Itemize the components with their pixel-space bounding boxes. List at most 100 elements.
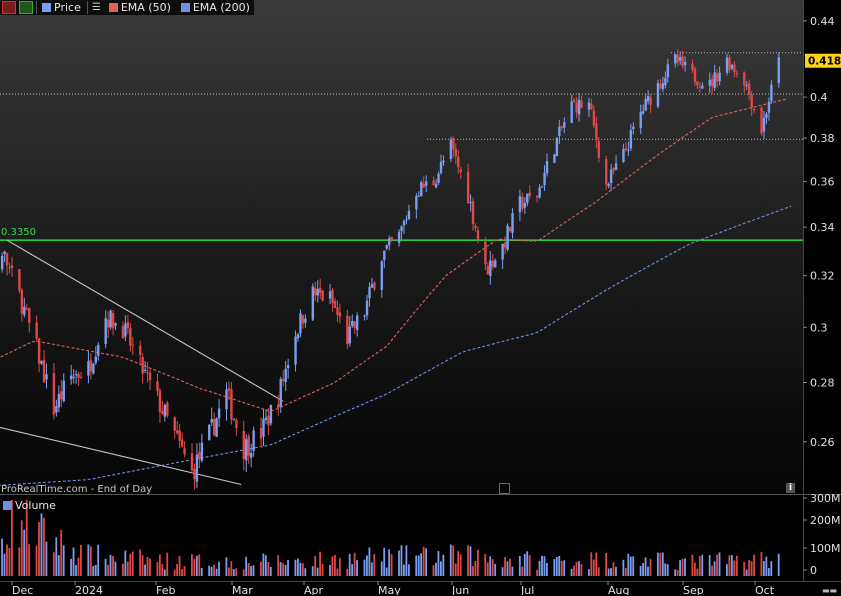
candle-body <box>92 363 95 374</box>
volume-bar <box>472 566 474 576</box>
candle-body <box>558 126 561 136</box>
volume-bar <box>351 564 354 576</box>
volume-bar <box>425 548 428 576</box>
volume-bar <box>112 556 114 576</box>
volume-bar <box>748 560 751 576</box>
info-icon[interactable]: i <box>786 483 795 493</box>
volume-bar <box>518 555 521 576</box>
volume-bar <box>656 552 659 576</box>
y-tick-label: 0.44 <box>810 15 835 28</box>
volume-bar <box>590 552 593 576</box>
candle-body <box>661 83 665 89</box>
red-arrow-down-icon[interactable] <box>2 1 16 14</box>
candle-body <box>503 242 507 248</box>
volume-bar <box>18 547 21 576</box>
candle-body <box>624 147 628 150</box>
volume-bar <box>260 561 262 576</box>
y-tick-label: 0.32 <box>810 270 835 283</box>
volume-bar <box>711 565 714 576</box>
candle-body <box>235 420 238 428</box>
candle-body <box>553 154 556 163</box>
price-swatch <box>42 3 51 12</box>
volume-bar <box>363 559 366 576</box>
volume-bar <box>440 561 442 576</box>
volume-bar <box>380 561 383 576</box>
volume-bar <box>331 556 334 576</box>
volume-bar <box>321 563 324 576</box>
candle-body <box>570 101 573 123</box>
candle-body <box>346 315 349 345</box>
candle-body <box>622 149 625 162</box>
candle-body <box>711 78 714 87</box>
volume-bar <box>247 563 250 576</box>
trendline <box>6 239 284 402</box>
candle-body <box>678 57 682 61</box>
candle-body <box>52 373 56 415</box>
menu-icon[interactable]: ☰ <box>91 2 101 13</box>
volume-bar <box>489 556 492 576</box>
candle-body <box>247 436 250 456</box>
volume-bar <box>390 554 393 576</box>
volume-bar <box>661 552 664 576</box>
candle-body <box>590 103 593 110</box>
volume-bar <box>526 551 529 576</box>
volume-bar <box>612 562 615 576</box>
candle-body <box>124 323 127 337</box>
candle-body <box>385 245 388 249</box>
candle-body <box>765 113 768 118</box>
volume-bar <box>698 556 701 576</box>
volume-bar <box>777 553 780 576</box>
ema200-line <box>0 205 792 486</box>
volume-bar <box>684 558 686 576</box>
candle-body <box>466 171 470 204</box>
volume-bar <box>422 546 425 576</box>
candle-body <box>314 287 317 296</box>
volume-bar <box>124 550 127 576</box>
candle-body <box>146 372 149 374</box>
volume-toggle-icon[interactable]: ▬▬ <box>822 586 838 595</box>
price-legend[interactable]: Price <box>54 1 81 14</box>
candle-body <box>111 312 115 329</box>
volume-bar <box>200 567 203 576</box>
candle-body <box>681 56 684 66</box>
volume-bar <box>338 558 341 576</box>
candle-body <box>388 238 391 246</box>
candle-body <box>476 230 480 240</box>
candle-body <box>715 73 719 82</box>
volume-bar <box>198 554 201 576</box>
x-tick-label: Sep <box>683 584 704 595</box>
volume-bar <box>284 564 287 576</box>
volume-bar <box>20 520 23 576</box>
candle-body <box>284 368 287 383</box>
candle-body <box>752 109 756 111</box>
candle-body <box>612 167 615 171</box>
candle-body <box>18 269 21 291</box>
volume-bar <box>385 567 388 576</box>
volume-bar <box>730 555 733 576</box>
candle-body <box>469 202 472 204</box>
volume-bar <box>62 545 65 576</box>
candle-body <box>368 287 371 299</box>
volume-legend[interactable]: Volume <box>15 498 56 512</box>
candle-body <box>269 405 273 424</box>
calendar-icon[interactable] <box>499 483 510 494</box>
volume-bar <box>624 567 627 576</box>
candle-body <box>365 300 369 316</box>
candle-body <box>121 325 125 338</box>
candle-body <box>725 57 729 73</box>
candle-body <box>163 405 167 417</box>
volume-bar <box>494 564 497 576</box>
volume-bar <box>760 552 763 576</box>
ema50-legend[interactable]: EMA (50) <box>120 1 171 14</box>
volume-bar <box>733 560 736 576</box>
candle-body <box>649 97 652 105</box>
x-tick-label: Feb <box>156 584 175 595</box>
volume-bar <box>163 569 166 576</box>
x-tick-label: Jul <box>520 584 534 595</box>
green-arrow-up-icon[interactable] <box>19 1 33 14</box>
volume-bar <box>504 556 506 576</box>
candle-body <box>494 260 497 268</box>
ema200-legend[interactable]: EMA (200) <box>192 1 250 14</box>
volume-bar <box>491 559 494 576</box>
